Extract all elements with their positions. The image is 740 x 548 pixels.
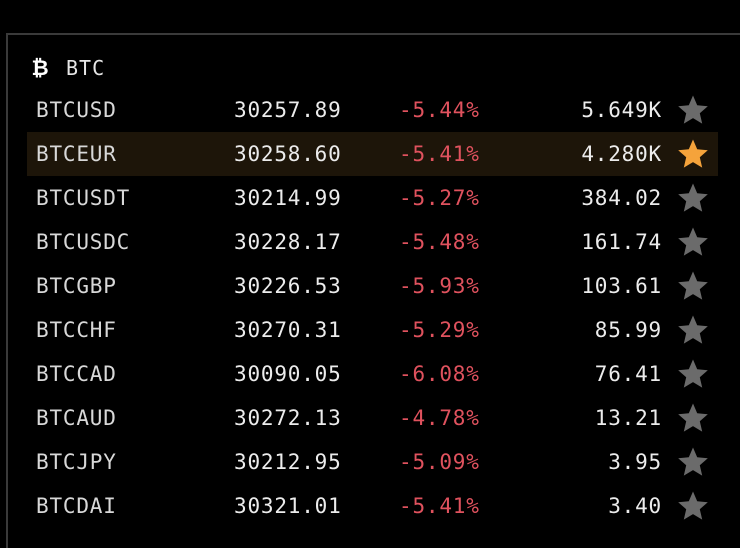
favorite-star-icon[interactable] [676, 313, 710, 347]
price-cell: 30257.89 [234, 98, 342, 122]
price-cell: 30321.01 [234, 494, 342, 518]
favorite-star-icon[interactable] [676, 489, 710, 523]
symbol-cell: BTCUSD [36, 98, 117, 122]
favorite-star-icon[interactable] [676, 93, 710, 127]
symbol-cell: BTCUSDT [36, 186, 131, 210]
volume-cell: 4.280K [581, 142, 662, 166]
market-row-btcjpy[interactable]: BTCJPY 30212.95 -5.09% 3.95 [27, 440, 718, 484]
symbol-cell: BTCCHF [36, 318, 117, 342]
change-cell: -5.27% [399, 186, 480, 210]
favorite-star-icon[interactable] [676, 225, 710, 259]
change-cell: -5.48% [399, 230, 480, 254]
market-row-btccad[interactable]: BTCCAD 30090.05 -6.08% 76.41 [27, 352, 718, 396]
group-header[interactable]: ₿ BTC [30, 55, 105, 81]
market-row-btcusdt[interactable]: BTCUSDT 30214.99 -5.27% 384.02 [27, 176, 718, 220]
symbol-cell: BTCDAI [36, 494, 117, 518]
price-cell: 30228.17 [234, 230, 342, 254]
symbol-cell: BTCJPY [36, 450, 117, 474]
volume-cell: 3.40 [608, 494, 662, 518]
favorite-star-icon[interactable] [676, 181, 710, 215]
volume-cell: 161.74 [581, 230, 662, 254]
symbol-cell: BTCAUD [36, 406, 117, 430]
favorite-star-icon[interactable] [676, 269, 710, 303]
market-row-btcaud[interactable]: BTCAUD 30272.13 -4.78% 13.21 [27, 396, 718, 440]
symbol-cell: BTCEUR [36, 142, 117, 166]
symbol-cell: BTCCAD [36, 362, 117, 386]
price-cell: 30214.99 [234, 186, 342, 210]
volume-cell: 384.02 [581, 186, 662, 210]
price-cell: 30258.60 [234, 142, 342, 166]
market-row-btcusd[interactable]: BTCUSD 30257.89 -5.44% 5.649K [27, 88, 718, 132]
volume-cell: 103.61 [581, 274, 662, 298]
change-cell: -5.29% [399, 318, 480, 342]
symbol-cell: BTCGBP [36, 274, 117, 298]
market-row-btcdai[interactable]: BTCDAI 30321.01 -5.41% 3.40 [27, 484, 718, 528]
market-list-panel: ₿ BTC BTCUSD 30257.89 -5.44% 5.649K BTCEUR 30… [6, 33, 740, 548]
change-cell: -5.44% [399, 98, 480, 122]
market-row-btcchf[interactable]: BTCCHF 30270.31 -5.29% 85.99 [27, 308, 718, 352]
favorite-star-icon-active[interactable] [676, 137, 710, 171]
favorite-star-icon[interactable] [676, 445, 710, 479]
change-cell: -6.08% [399, 362, 480, 386]
volume-cell: 3.95 [608, 450, 662, 474]
volume-cell: 76.41 [594, 362, 662, 386]
market-row-btcgbp[interactable]: BTCGBP 30226.53 -5.93% 103.61 [27, 264, 718, 308]
group-label: BTC [66, 56, 106, 80]
market-row-btceur[interactable]: BTCEUR 30258.60 -5.41% 4.280K [27, 132, 718, 176]
change-cell: -5.41% [399, 142, 480, 166]
change-cell: -5.41% [399, 494, 480, 518]
change-cell: -4.78% [399, 406, 480, 430]
favorite-star-icon[interactable] [676, 401, 710, 435]
bitcoin-icon: ₿ [31, 55, 49, 80]
price-cell: 30212.95 [234, 450, 342, 474]
volume-cell: 85.99 [594, 318, 662, 342]
volume-cell: 13.21 [594, 406, 662, 430]
change-cell: -5.09% [399, 450, 480, 474]
volume-cell: 5.649K [581, 98, 662, 122]
price-cell: 30090.05 [234, 362, 342, 386]
market-row-btcusdc[interactable]: BTCUSDC 30228.17 -5.48% 161.74 [27, 220, 718, 264]
price-cell: 30270.31 [234, 318, 342, 342]
price-cell: 30272.13 [234, 406, 342, 430]
symbol-cell: BTCUSDC [36, 230, 131, 254]
change-cell: -5.93% [399, 274, 480, 298]
favorite-star-icon[interactable] [676, 357, 710, 391]
price-cell: 30226.53 [234, 274, 342, 298]
